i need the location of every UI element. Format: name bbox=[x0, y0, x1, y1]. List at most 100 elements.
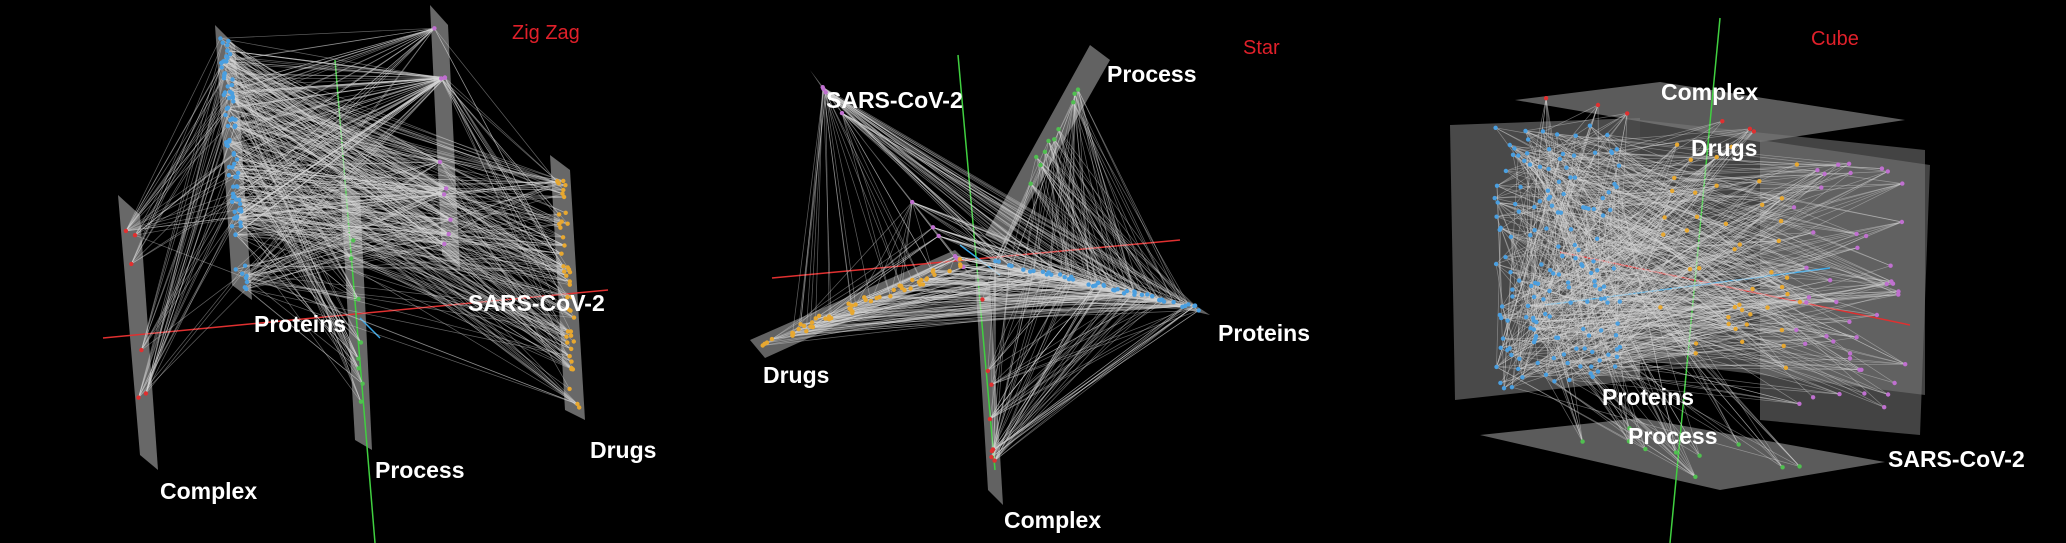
node-proteins bbox=[1535, 281, 1541, 286]
edge bbox=[1549, 192, 1696, 317]
edge bbox=[822, 87, 891, 297]
edge bbox=[227, 78, 442, 147]
edge bbox=[792, 276, 1065, 334]
edge bbox=[819, 270, 1034, 317]
edge bbox=[1533, 149, 1550, 343]
node-drugs bbox=[567, 386, 572, 392]
edge bbox=[1574, 163, 1850, 178]
edge bbox=[1535, 267, 1700, 284]
edge bbox=[1510, 236, 1583, 442]
edge bbox=[1537, 240, 1779, 285]
edge bbox=[1495, 127, 1810, 298]
edge bbox=[1591, 268, 1691, 353]
edge bbox=[450, 219, 570, 357]
edge bbox=[815, 278, 1070, 319]
node-proteins bbox=[244, 273, 249, 279]
edge bbox=[1050, 139, 1055, 275]
edge bbox=[131, 166, 230, 265]
edge bbox=[1511, 341, 1535, 356]
edge bbox=[450, 219, 568, 268]
edge bbox=[236, 218, 362, 343]
edge bbox=[1562, 185, 1717, 257]
edge bbox=[228, 40, 565, 272]
edge bbox=[1040, 164, 1118, 290]
edge bbox=[229, 97, 559, 184]
edge bbox=[235, 125, 359, 300]
edge bbox=[823, 88, 1094, 287]
edge bbox=[233, 119, 352, 259]
node-drugs bbox=[555, 180, 561, 185]
edge bbox=[1574, 177, 1788, 279]
edge bbox=[1053, 139, 1094, 287]
edge bbox=[125, 61, 225, 232]
node-proteins bbox=[1547, 194, 1553, 199]
edge bbox=[1619, 301, 1800, 348]
edge bbox=[812, 305, 1186, 328]
layer-label-proteins: Proteins bbox=[1218, 320, 1310, 346]
edge bbox=[912, 279, 1160, 301]
edge bbox=[236, 199, 572, 362]
edge bbox=[236, 216, 564, 238]
node-sars-cov-2 bbox=[1855, 245, 1860, 250]
edge bbox=[224, 72, 445, 79]
edge bbox=[1556, 134, 1891, 267]
node-proteins bbox=[1551, 355, 1557, 361]
edge bbox=[1495, 263, 1559, 339]
edge bbox=[992, 277, 1066, 450]
edge bbox=[825, 304, 1189, 319]
edge bbox=[1583, 131, 1755, 330]
edge bbox=[1035, 156, 1116, 291]
edge bbox=[245, 77, 446, 279]
edge bbox=[242, 253, 562, 275]
edge bbox=[1567, 190, 1673, 283]
edge bbox=[1591, 185, 1717, 353]
edge bbox=[1597, 269, 1837, 303]
node-proteins bbox=[1528, 325, 1533, 331]
edge bbox=[236, 216, 354, 241]
edge bbox=[771, 290, 1127, 340]
edge bbox=[1578, 165, 1620, 251]
node-process bbox=[1046, 138, 1051, 144]
edge bbox=[1525, 130, 1899, 295]
edge bbox=[1527, 139, 1783, 288]
edge bbox=[145, 153, 235, 394]
edge bbox=[899, 285, 1125, 294]
edge bbox=[829, 299, 1160, 317]
edge bbox=[246, 161, 441, 283]
edge bbox=[1518, 211, 1691, 270]
edge bbox=[229, 91, 572, 350]
edge bbox=[1613, 163, 1850, 269]
edge bbox=[1525, 128, 1751, 318]
node-drugs bbox=[920, 282, 926, 287]
edge bbox=[818, 235, 939, 317]
edge bbox=[134, 154, 235, 236]
edge bbox=[1602, 215, 1810, 298]
edge bbox=[957, 258, 1118, 290]
edge bbox=[227, 125, 451, 221]
node-drugs bbox=[567, 282, 572, 287]
edge bbox=[766, 290, 1127, 343]
edge bbox=[932, 226, 1072, 278]
edge bbox=[1599, 329, 1782, 361]
edge bbox=[224, 92, 559, 184]
edge bbox=[141, 42, 224, 351]
edge bbox=[233, 196, 449, 235]
edge bbox=[841, 112, 1024, 270]
edge bbox=[1512, 296, 1696, 478]
edge bbox=[1614, 183, 1906, 365]
edge bbox=[1610, 209, 1894, 285]
node-sars-cov-2 bbox=[1896, 292, 1901, 297]
edge bbox=[232, 97, 445, 245]
edge bbox=[1048, 140, 1089, 285]
edge bbox=[125, 208, 241, 232]
edge bbox=[237, 176, 570, 282]
edge bbox=[1033, 151, 1046, 272]
edge bbox=[246, 182, 559, 290]
node-proteins bbox=[1096, 280, 1101, 285]
node-proteins bbox=[224, 59, 229, 64]
edge bbox=[1510, 236, 1700, 456]
edge bbox=[238, 172, 559, 184]
edge bbox=[226, 61, 447, 189]
edge bbox=[240, 203, 562, 255]
edge bbox=[1616, 120, 1723, 188]
